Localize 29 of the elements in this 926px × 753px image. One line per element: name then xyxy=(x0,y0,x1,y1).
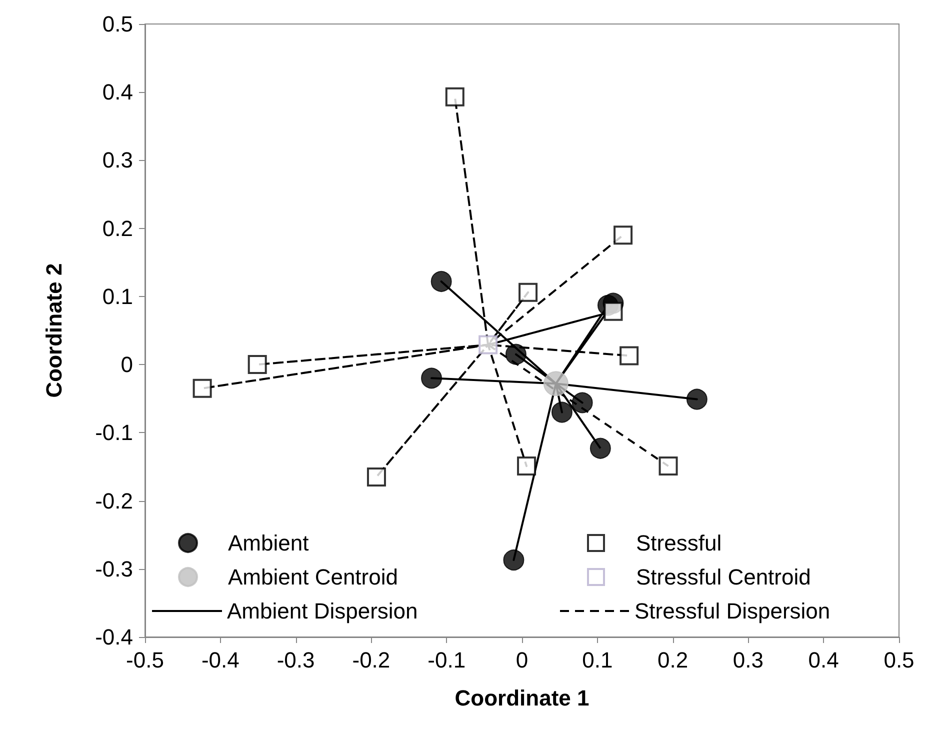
x-tick-label: 0.3 xyxy=(732,648,764,672)
x-tick-label: 0.5 xyxy=(884,648,914,672)
x-tick-label: -0.3 xyxy=(276,648,315,672)
y-tick-label: -0.1 xyxy=(95,420,133,446)
legend-label: Stressful Centroid xyxy=(636,564,811,590)
x-tick-label: -0.5 xyxy=(126,648,164,672)
y-tick-label: 0.4 xyxy=(102,80,133,105)
legend-label: Ambient Dispersion xyxy=(227,598,418,624)
x-tick-label: 0.2 xyxy=(658,648,688,672)
x-tick-label: -0.2 xyxy=(352,648,390,672)
legend-label: Stressful xyxy=(636,530,722,556)
legend-label: Stressful Dispersion xyxy=(634,598,830,624)
y-tick-label: 0 xyxy=(120,352,133,378)
legend-label: Ambient Centroid xyxy=(228,564,398,590)
y-tick-label: 0.5 xyxy=(102,12,133,36)
y-axis-title: Coordinate 2 xyxy=(42,263,66,398)
x-tick-label: 0.4 xyxy=(808,648,839,672)
y-tick-label: 0.1 xyxy=(102,284,133,309)
x-tick-label: -0.1 xyxy=(428,648,466,672)
y-tick-label: -0.3 xyxy=(95,556,133,582)
x-tick-label: 0 xyxy=(516,648,528,672)
y-tick-label: -0.2 xyxy=(95,488,133,514)
y-tick-label: 0.3 xyxy=(102,148,133,173)
y-tick-label: -0.4 xyxy=(95,624,133,650)
x-axis-title: Coordinate 1 xyxy=(454,686,590,710)
x-tick-label: -0.4 xyxy=(201,648,240,672)
y-tick-label: 0.2 xyxy=(102,216,133,241)
legend-label: Ambient xyxy=(228,530,309,556)
x-tick-label: 0.1 xyxy=(582,648,613,672)
